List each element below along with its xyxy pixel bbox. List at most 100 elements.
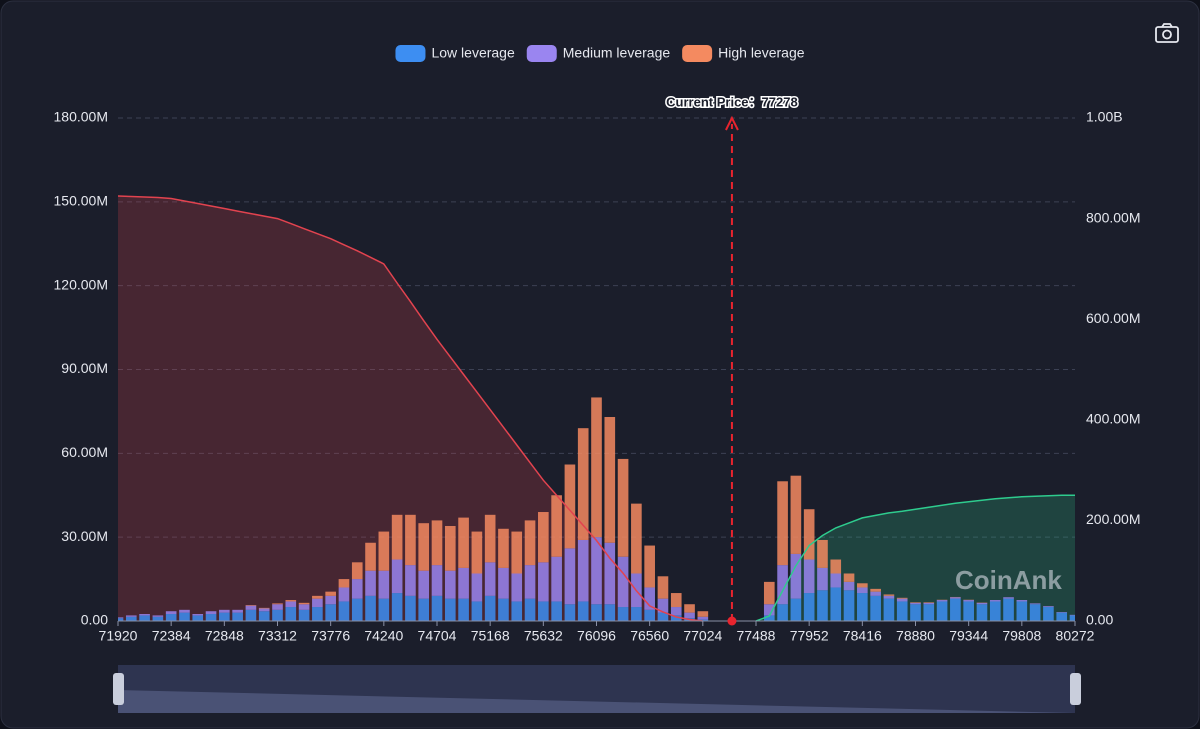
bar — [591, 397, 602, 538]
bar — [272, 603, 283, 605]
bar — [498, 598, 509, 621]
bar — [923, 602, 935, 605]
y-tick-label: 150.00M — [54, 193, 108, 209]
bar — [139, 614, 150, 616]
bar — [338, 579, 350, 588]
bar — [950, 598, 961, 621]
bar — [1029, 603, 1041, 605]
bar — [657, 598, 669, 613]
y-tick-label: 120.00M — [54, 276, 108, 292]
bar — [883, 595, 895, 599]
camera-icon[interactable] — [1155, 23, 1179, 43]
legend-label: High leverage — [718, 45, 805, 61]
bar — [989, 600, 1001, 602]
bar — [192, 615, 204, 621]
bar — [205, 614, 217, 621]
legend-item[interactable]: Low leverage — [395, 45, 515, 62]
bar — [405, 595, 416, 621]
bar — [604, 417, 616, 543]
bar — [285, 600, 297, 602]
zoom-handle-right[interactable] — [1070, 673, 1081, 705]
legend-item[interactable]: High leverage — [682, 45, 805, 62]
bar — [245, 605, 257, 606]
current-price-label: Current Price：77278 — [666, 94, 798, 109]
bar — [697, 611, 709, 617]
bar — [245, 609, 257, 621]
bar — [936, 601, 948, 621]
y2-tick-label: 600.00M — [1086, 310, 1140, 326]
bar — [298, 609, 310, 621]
bar — [777, 604, 788, 621]
bar — [896, 601, 908, 621]
x-tick-label: 73776 — [311, 628, 350, 644]
bar — [803, 559, 815, 594]
bar — [870, 588, 881, 592]
y-tick-label: 0.00 — [81, 612, 108, 628]
bar — [511, 531, 523, 574]
bar — [378, 531, 390, 571]
bar — [351, 579, 363, 599]
bar — [604, 604, 616, 621]
bar — [1056, 612, 1068, 621]
bar — [152, 616, 164, 621]
x-tick-label: 72384 — [152, 628, 191, 644]
bar — [471, 531, 483, 574]
bar — [431, 520, 443, 566]
bar — [458, 598, 469, 621]
x-tick-label: 75632 — [524, 628, 563, 644]
bar — [857, 593, 868, 621]
bar — [444, 598, 456, 621]
bar — [763, 604, 775, 616]
bar — [657, 612, 669, 621]
legend-swatch — [395, 45, 426, 62]
legend: Low leverage Medium leverage High leverage — [395, 45, 805, 62]
bar — [803, 509, 815, 560]
bar — [963, 600, 974, 602]
bar — [298, 602, 310, 605]
bar — [790, 475, 802, 554]
bar — [245, 605, 257, 610]
bar — [670, 593, 682, 608]
bar — [870, 595, 881, 621]
zoom-handle-left[interactable] — [113, 673, 124, 705]
bar — [125, 616, 137, 621]
bar — [405, 514, 416, 566]
bar — [564, 604, 576, 621]
bar — [338, 587, 350, 602]
bar — [444, 570, 456, 599]
bar — [551, 495, 562, 557]
bar — [1016, 600, 1028, 602]
bar — [657, 576, 669, 599]
bar — [617, 607, 629, 621]
y2-tick-label: 400.00M — [1086, 411, 1140, 427]
bar — [684, 612, 695, 619]
bar — [232, 609, 243, 613]
bar — [1003, 597, 1014, 599]
bar — [484, 514, 496, 563]
bar — [670, 615, 682, 621]
bar — [923, 604, 935, 621]
x-tick-label: 77024 — [683, 628, 722, 644]
bar — [551, 556, 562, 602]
bar — [312, 607, 323, 621]
bar — [604, 542, 616, 605]
bar — [684, 604, 695, 613]
bar — [790, 598, 802, 621]
bar — [219, 609, 230, 613]
legend-label: Medium leverage — [563, 45, 671, 61]
bar — [312, 598, 323, 608]
bar — [165, 611, 177, 615]
y2-tick-label: 200.00M — [1086, 511, 1140, 527]
legend-label: Low leverage — [431, 45, 514, 61]
bar — [857, 587, 868, 594]
data-zoom[interactable] — [113, 665, 1081, 713]
bar — [551, 601, 562, 621]
legend-swatch — [682, 45, 713, 62]
bar — [484, 595, 496, 621]
y-tick-label: 90.00M — [61, 360, 108, 376]
legend-item[interactable]: Medium leverage — [526, 45, 671, 62]
bar — [564, 464, 576, 549]
bar — [910, 602, 921, 603]
